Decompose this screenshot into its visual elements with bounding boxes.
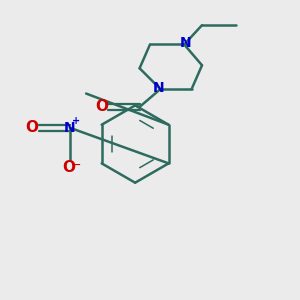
Text: N: N: [64, 121, 76, 135]
Text: N: N: [180, 36, 191, 50]
Text: +: +: [72, 116, 80, 126]
Text: −: −: [70, 159, 81, 172]
Text: O: O: [95, 99, 108, 114]
Text: O: O: [62, 160, 75, 175]
Text: N: N: [153, 81, 165, 94]
Text: O: O: [26, 120, 38, 135]
